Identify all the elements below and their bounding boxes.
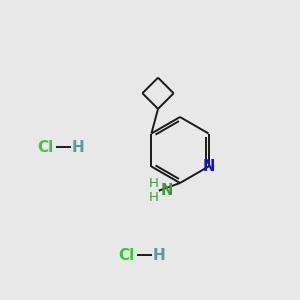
Text: H: H	[153, 248, 165, 262]
Text: H: H	[72, 140, 84, 154]
Text: N: N	[203, 159, 215, 174]
Text: Cl: Cl	[37, 140, 53, 154]
Text: H: H	[149, 191, 159, 204]
Text: N: N	[160, 183, 173, 198]
Text: H: H	[149, 177, 159, 190]
Text: Cl: Cl	[118, 248, 134, 262]
